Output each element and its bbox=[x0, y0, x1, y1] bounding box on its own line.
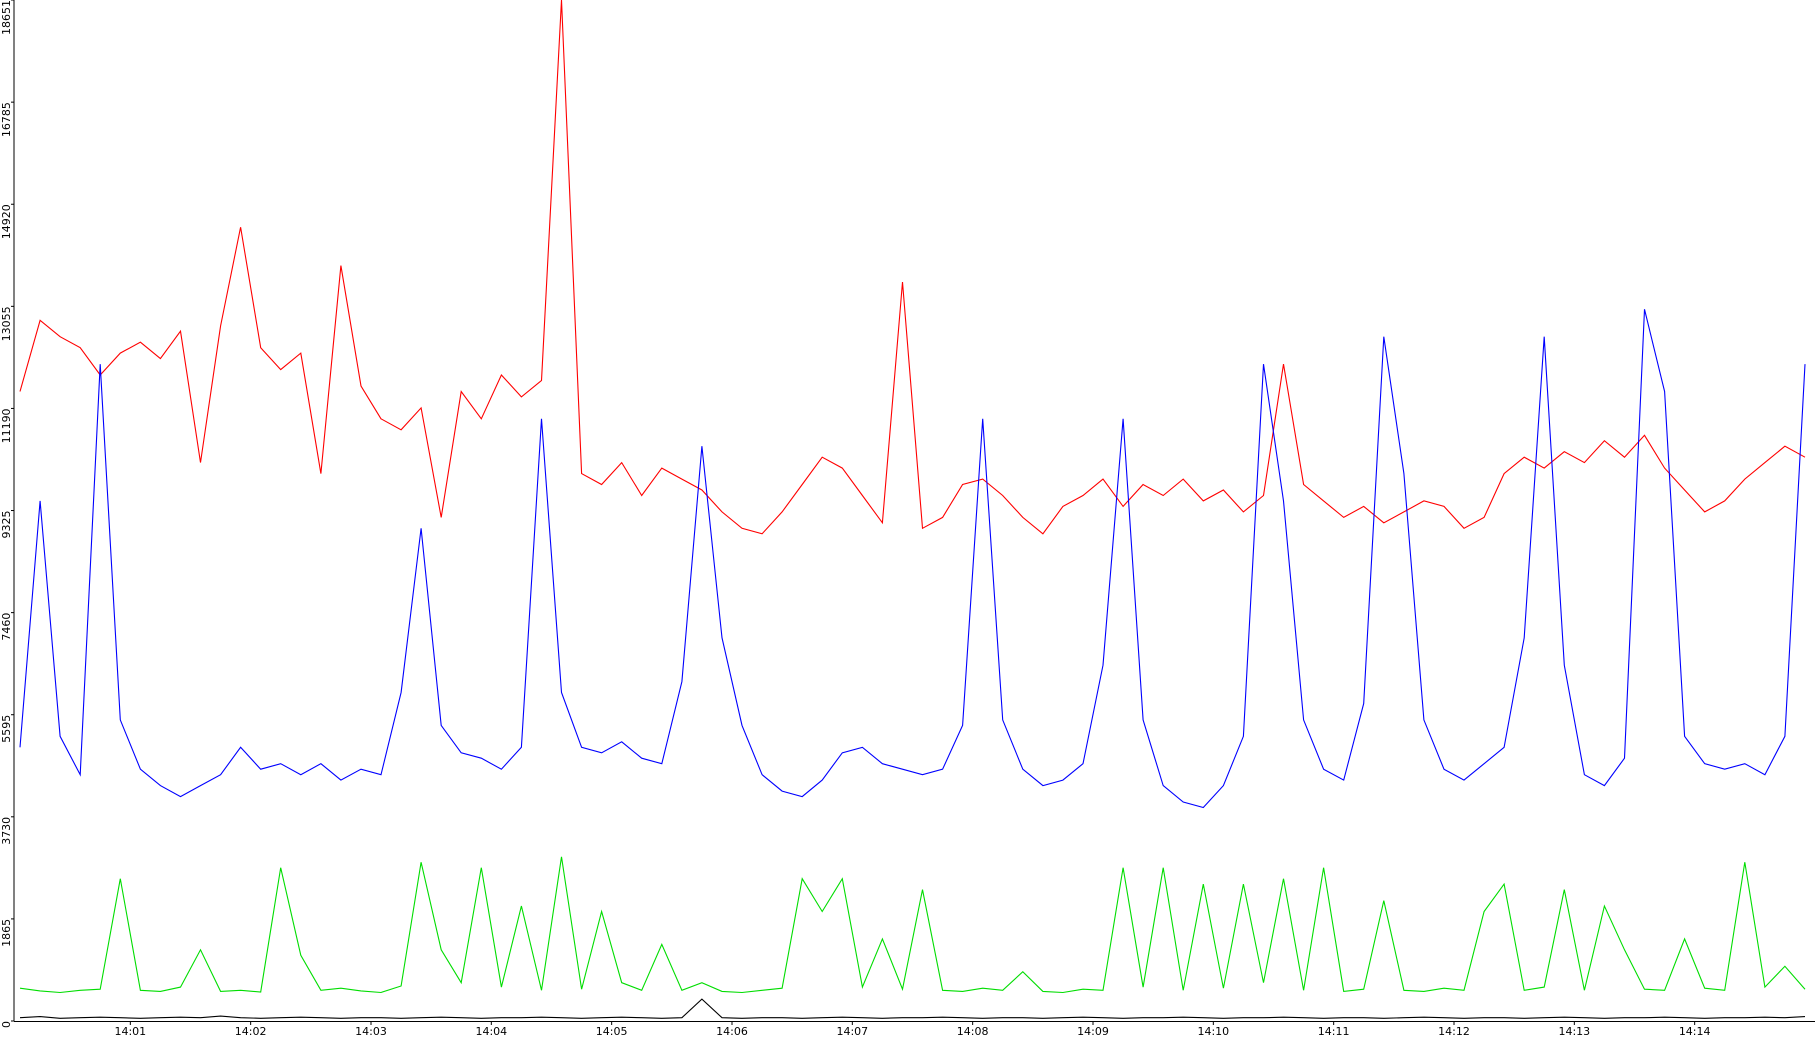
y-tick-label: 5595 bbox=[0, 715, 13, 743]
x-tick-label: 14:01 bbox=[114, 1025, 146, 1038]
series-line bbox=[19, 309, 1806, 809]
x-tick-label: 14:14 bbox=[1679, 1025, 1711, 1038]
y-tick-label: 7460 bbox=[0, 613, 13, 641]
y-tick-label: 1865 bbox=[0, 919, 13, 947]
series-line bbox=[19, 0, 1806, 535]
x-tick-label: 14:03 bbox=[355, 1025, 387, 1038]
y-tick-label: 9325 bbox=[0, 511, 13, 539]
x-tick-label: 14:12 bbox=[1438, 1025, 1470, 1038]
x-tick-label: 14:05 bbox=[596, 1025, 628, 1038]
x-tick-label: 14:07 bbox=[836, 1025, 868, 1038]
y-tick-label: 3730 bbox=[0, 817, 13, 845]
y-tick-label: 0 bbox=[0, 1021, 13, 1028]
y-tick-label: 16785 bbox=[0, 102, 13, 137]
x-tick-label: 14:04 bbox=[475, 1025, 507, 1038]
x-tick-label: 14:13 bbox=[1558, 1025, 1590, 1038]
y-tick-label: 18651 bbox=[0, 0, 13, 35]
x-tick-label: 14:02 bbox=[235, 1025, 267, 1038]
x-tick-label: 14:10 bbox=[1197, 1025, 1229, 1038]
y-tick-label: 11190 bbox=[0, 408, 13, 443]
x-tick-label: 14:06 bbox=[716, 1025, 748, 1038]
x-tick-label: 14:09 bbox=[1077, 1025, 1109, 1038]
x-tick-label: 14:11 bbox=[1318, 1025, 1350, 1038]
series-line bbox=[19, 998, 1806, 1019]
series-line bbox=[19, 856, 1806, 994]
y-tick-label: 13055 bbox=[0, 306, 13, 341]
x-tick-label: 14:08 bbox=[957, 1025, 989, 1038]
y-tick-label: 14920 bbox=[0, 204, 13, 239]
